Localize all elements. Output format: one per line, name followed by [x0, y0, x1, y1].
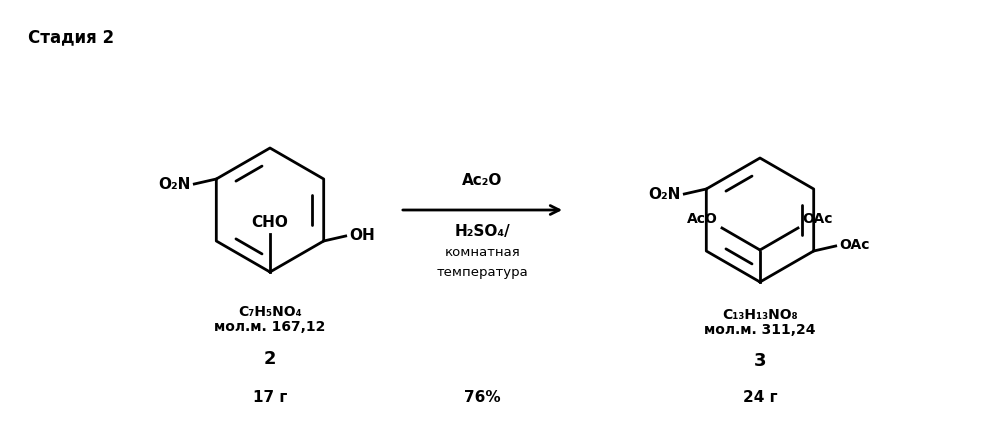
Text: OAc: OAc — [802, 212, 832, 226]
Text: 76%: 76% — [465, 390, 500, 405]
Text: OH: OH — [350, 227, 376, 242]
Text: 17 г: 17 г — [253, 390, 287, 405]
Text: мол.м. 167,12: мол.м. 167,12 — [215, 320, 326, 334]
Text: AcO: AcO — [687, 212, 718, 226]
Text: мол.м. 311,24: мол.м. 311,24 — [704, 323, 816, 337]
Text: 2: 2 — [264, 350, 277, 368]
Text: Стадия 2: Стадия 2 — [28, 28, 114, 46]
Text: CHO: CHO — [252, 215, 289, 230]
Text: C₁₃H₁₃NO₈: C₁₃H₁₃NO₈ — [722, 308, 798, 322]
Text: OAc: OAc — [840, 238, 870, 252]
Text: 24 г: 24 г — [742, 390, 777, 405]
Text: 3: 3 — [754, 352, 766, 370]
Text: H₂SO₄/: H₂SO₄/ — [455, 224, 510, 239]
Text: O₂N: O₂N — [648, 187, 680, 202]
Text: O₂N: O₂N — [158, 177, 190, 192]
Text: температура: температура — [437, 266, 528, 279]
Text: Ac₂O: Ac₂O — [463, 173, 502, 188]
Text: C₇H₅NO₄: C₇H₅NO₄ — [238, 305, 302, 319]
Text: комнатная: комнатная — [445, 246, 520, 259]
